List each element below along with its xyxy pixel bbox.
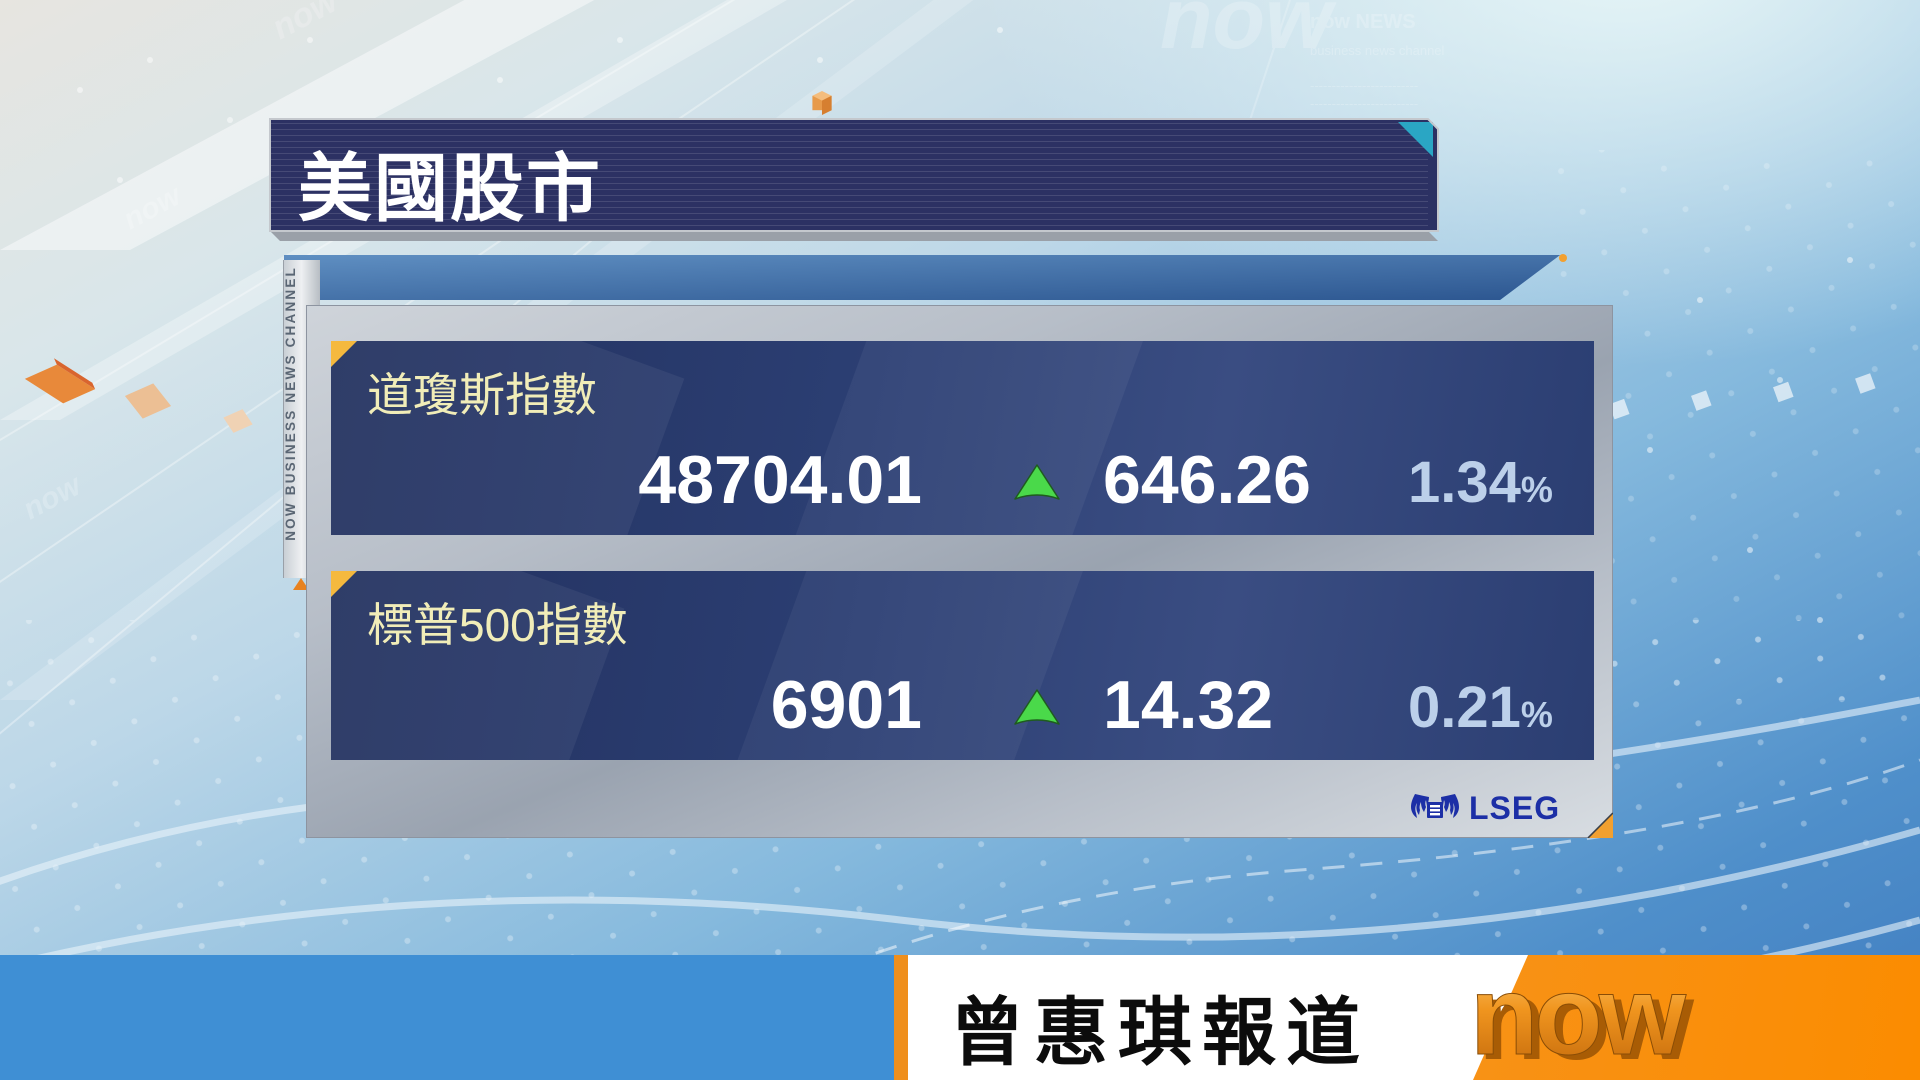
svg-text:now: now (1470, 957, 1687, 1078)
